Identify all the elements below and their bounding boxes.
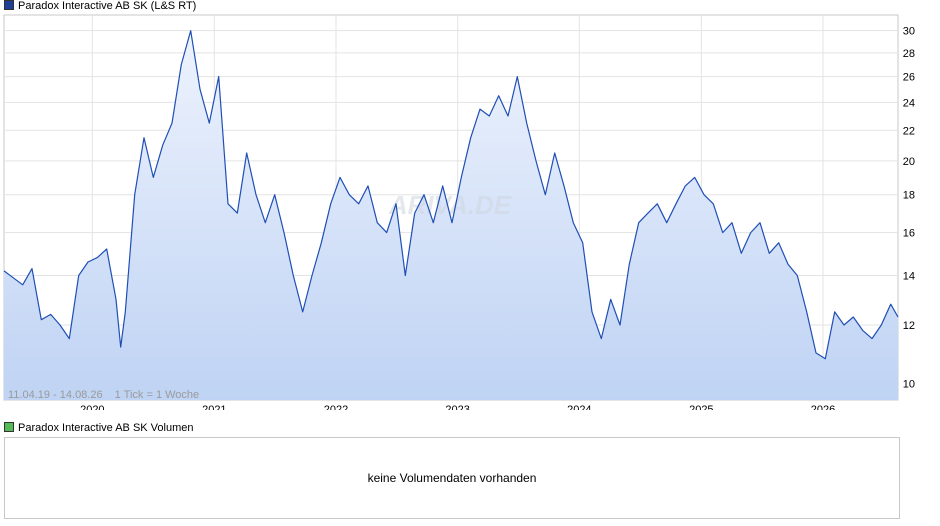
volume-legend-swatch xyxy=(4,422,14,432)
range-dates: 11.04.19 - 14.08.26 xyxy=(8,389,103,401)
y-tick-label: 12 xyxy=(903,320,915,332)
tick-info: 1 Tick = 1 Woche xyxy=(115,389,199,401)
x-tick-label: 2025 xyxy=(689,404,713,410)
y-tick-label: 20 xyxy=(903,156,915,168)
price-line xyxy=(3,30,899,360)
x-tick-label: 2024 xyxy=(567,404,591,410)
y-tick-label: 28 xyxy=(903,48,915,60)
y-tick-label: 16 xyxy=(903,228,915,240)
range-text: 11.04.19 - 14.08.26 1 Tick = 1 Woche xyxy=(8,389,199,401)
volume-legend: Paradox Interactive AB SK Volumen xyxy=(4,422,194,435)
x-axis-ticks: 2020 2021 2022 2023 2024 2025 2026 xyxy=(80,404,835,410)
x-tick-label: 2021 xyxy=(202,404,226,410)
price-legend-swatch xyxy=(4,0,14,10)
price-legend-label: Paradox Interactive AB SK (L&S RT) xyxy=(18,0,197,12)
y-axis-ticks: 10 12 14 16 18 20 22 24 26 28 30 xyxy=(903,26,915,391)
x-tick-label: 2020 xyxy=(80,404,104,410)
y-tick-label: 10 xyxy=(903,379,915,391)
y-tick-label: 14 xyxy=(903,270,915,282)
volume-empty-message: keine Volumendaten vorhanden xyxy=(367,471,537,485)
x-tick-label: 2026 xyxy=(811,404,835,410)
y-tick-label: 18 xyxy=(903,190,915,202)
y-tick-label: 30 xyxy=(903,26,915,38)
y-tick-label: 26 xyxy=(903,72,915,84)
volume-legend-label: Paradox Interactive AB SK Volumen xyxy=(18,422,194,434)
y-tick-label: 22 xyxy=(903,125,915,137)
volume-panel: keine Volumendaten vorhanden xyxy=(4,437,900,519)
price-area xyxy=(4,30,898,400)
x-tick-label: 2023 xyxy=(445,404,469,410)
y-tick-label: 24 xyxy=(903,97,915,109)
x-tick-label: 2022 xyxy=(324,404,348,410)
price-legend: Paradox Interactive AB SK (L&S RT) xyxy=(4,0,196,13)
